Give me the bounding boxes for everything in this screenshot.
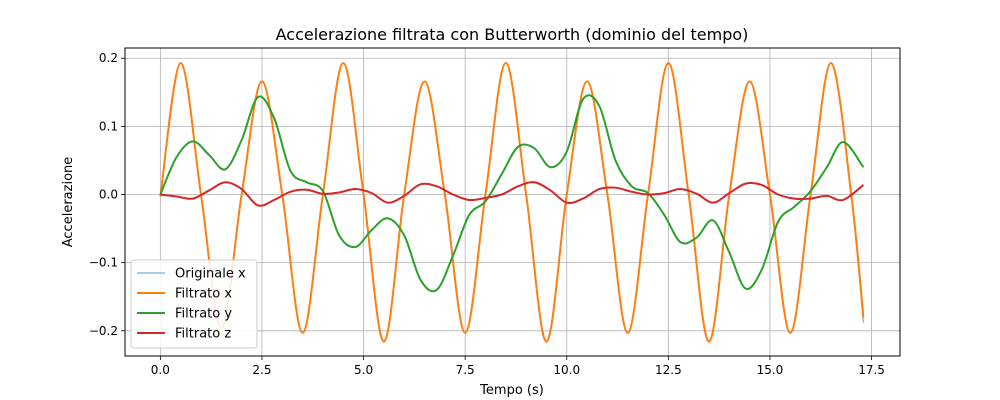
chart-title: Accelerazione filtrata con Butterworth (… xyxy=(276,25,749,44)
x-tick-label: 2.5 xyxy=(252,363,271,377)
legend-label: Originale x xyxy=(175,267,246,282)
x-tick-label: 12.5 xyxy=(655,363,682,377)
x-tick-label: 10.0 xyxy=(553,363,580,377)
x-axis-ticks: 0.0 2.5 5.0 7.5 10.0 12.5 15.0 17.5 xyxy=(151,356,885,377)
y-axis-label: Accelerazione xyxy=(61,157,76,248)
x-tick-label: 5.0 xyxy=(354,363,373,377)
series-lines xyxy=(159,61,865,343)
x-tick-label: 17.5 xyxy=(858,363,885,377)
y-tick-label: 0.2 xyxy=(99,51,118,65)
legend-label: Filtrato y xyxy=(175,307,232,322)
legend-box xyxy=(130,259,258,349)
series-line-filtrato-y xyxy=(159,94,865,293)
legend-label: Filtrato z xyxy=(175,327,231,342)
y-tick-label: −0.2 xyxy=(89,324,118,338)
x-tick-label: 7.5 xyxy=(456,363,475,377)
x-tick-label: 15.0 xyxy=(757,363,784,377)
y-tick-label: 0.1 xyxy=(99,119,118,133)
x-tick-label: 0.0 xyxy=(151,363,170,377)
x-axis-label: Tempo (s) xyxy=(479,383,544,398)
legend: Originale x Filtrato x Filtrato y Filtrato … xyxy=(130,259,258,349)
series-line-filtrato-z xyxy=(160,181,865,207)
legend-label: Filtrato x xyxy=(175,287,232,302)
y-tick-label: −0.1 xyxy=(89,256,118,270)
y-tick-label: 0.0 xyxy=(99,188,118,202)
y-axis-ticks: −0.2 −0.1 0.0 0.1 0.2 xyxy=(89,51,125,338)
plot-frame xyxy=(124,47,901,357)
